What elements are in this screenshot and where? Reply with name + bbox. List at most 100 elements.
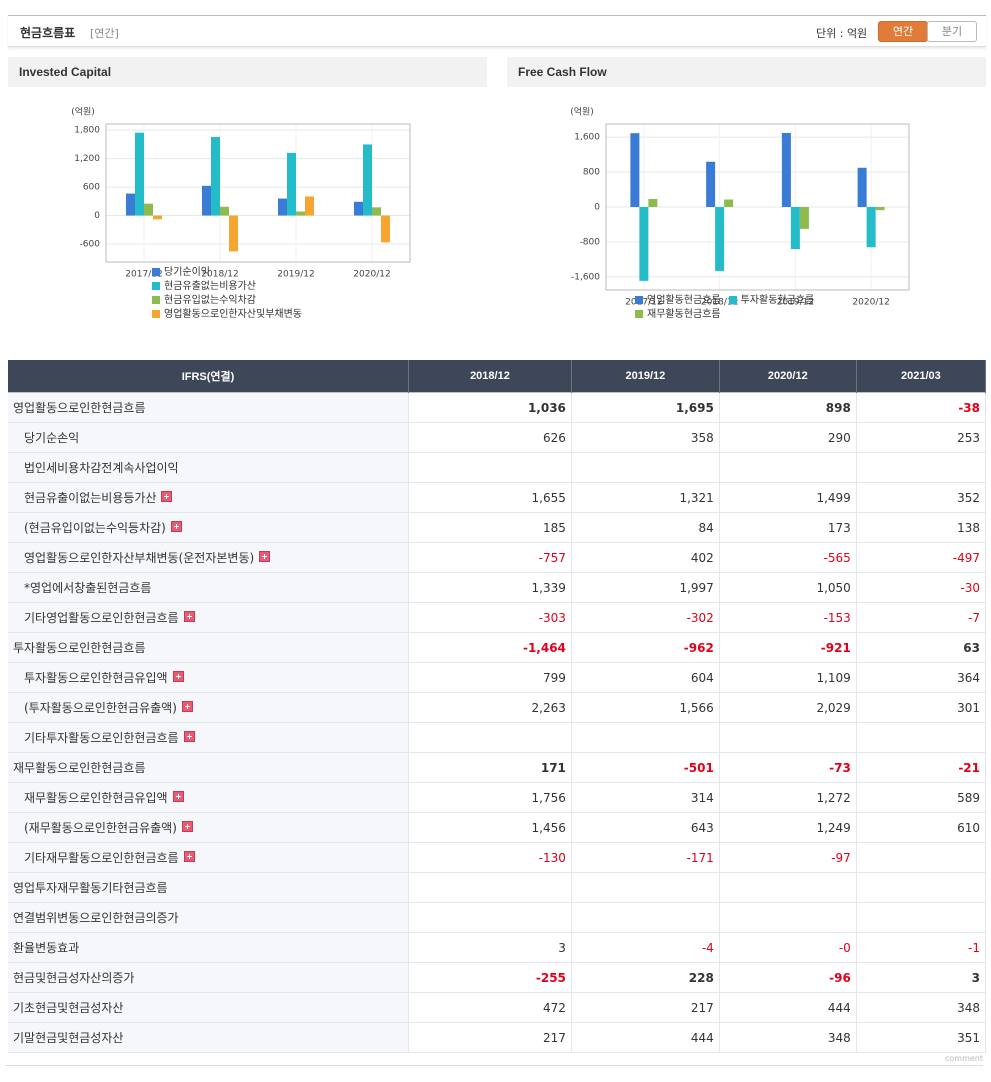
table-cell: 2,029 (719, 692, 857, 723)
row-label: 기초현금및현금성자산 (8, 992, 409, 1023)
table-row: 재무활동으로인한현금흐름 171 -501 -73 -21 (8, 752, 987, 783)
table-cell: 1,566 (571, 692, 720, 723)
row-label: 기말현금및현금성자산 (8, 1022, 409, 1053)
y-tick-label: 0 (94, 211, 100, 221)
table-cell (571, 872, 720, 903)
table-cell: 171 (408, 752, 572, 783)
chart-panel: Invested Capital -600 0 600 1,200 1,800 2017/… (8, 57, 487, 360)
row-label-text: 기타영업활동으로인한현금흐름 (24, 611, 179, 625)
column-header: 2020/12 (719, 360, 857, 393)
table-cell: -7 (856, 602, 987, 633)
table-cell: 217 (571, 992, 720, 1023)
legend-label: 투자활동현금흐름 (740, 295, 815, 306)
table-cell: -96 (719, 962, 857, 993)
bar (781, 132, 791, 207)
table-cell: 358 (571, 422, 720, 453)
table-cell: 444 (719, 992, 857, 1023)
column-header: 2021/03 (856, 360, 987, 393)
table-cell (571, 902, 720, 933)
bar (857, 167, 867, 207)
x-tick-label: 2020/12 (852, 298, 889, 308)
y-tick-label: -600 (80, 239, 101, 249)
table-row: 기타영업활동으로인한현금흐름 -303 -302 -153 -7 (8, 602, 987, 633)
expand-icon[interactable] (259, 551, 271, 562)
legend-item: 투자활동현금흐름 (728, 294, 815, 308)
y-tick-label: 600 (83, 183, 100, 193)
chart: -1,600 -800 0 800 1,600 2017/12 2018/12 2019/12… (570, 106, 910, 308)
bar (211, 137, 220, 216)
bar (305, 196, 314, 216)
legend-item: 현금유출없는비용가산 (152, 280, 364, 294)
y-tick-label: 1,800 (74, 126, 100, 136)
y-tick-label: -800 (580, 237, 601, 247)
expand-icon[interactable] (181, 701, 193, 712)
expand-icon[interactable] (181, 821, 193, 832)
row-label: 기타영업활동으로인한현금흐름 (8, 602, 409, 633)
table-cell: 1,321 (571, 482, 720, 513)
row-label: 기타투자활동으로인한현금흐름 (8, 722, 409, 753)
expand-icon[interactable] (170, 521, 182, 532)
bar (278, 198, 287, 216)
x-tick-label: 2017/12 (125, 270, 162, 280)
row-label-text: (재무활동으로인한현금유출액) (24, 821, 177, 835)
table-cell: 138 (856, 512, 987, 543)
chart-panel: Free Cash Flow -1,600 -800 0 800 1,600 2017/1… (507, 57, 986, 360)
row-label: 영업활동으로인한자산부채변동(운전자본변동) (8, 542, 409, 573)
page-title: 현금흐름표 (20, 26, 76, 40)
expand-icon[interactable] (183, 851, 195, 862)
table-cell: 589 (856, 782, 987, 813)
table-cell (719, 722, 857, 753)
table-cell: 626 (408, 422, 572, 453)
bar (715, 207, 725, 271)
comment-link[interactable]: comment (5, 1054, 983, 1066)
bar (866, 207, 876, 248)
expand-icon[interactable] (183, 731, 195, 742)
table-cell: -0 (719, 932, 857, 963)
table-cell: 301 (856, 692, 987, 723)
table-cell (856, 452, 987, 483)
legend: 영업활동현금흐름 투자활동현금흐름 재무활동현금흐름 (635, 294, 875, 322)
table-cell (571, 452, 720, 483)
row-label-text: 환율변동효과 (13, 941, 80, 955)
row-label-text: 영업투자재무활동기타현금흐름 (13, 881, 168, 895)
row-label: 재무활동으로인한현금유입액 (8, 782, 409, 813)
legend-swatch (635, 310, 643, 318)
column-header: 2019/12 (571, 360, 720, 393)
row-label-text: *영업에서창출된현금흐름 (24, 581, 152, 595)
row-label-text: (투자활동으로인한현금유출액) (24, 701, 177, 715)
table-cell: 63 (856, 632, 987, 663)
table-cell: 1,109 (719, 662, 857, 693)
table-row: 영업투자재무활동기타현금흐름 (8, 872, 987, 903)
table-cell: -130 (408, 842, 572, 873)
table-row: 기초현금및현금성자산 472 217 444 348 (8, 992, 987, 1023)
row-label: 영업투자재무활동기타현금흐름 (8, 872, 409, 903)
table-cell: 3 (408, 932, 572, 963)
table-cell: 364 (856, 662, 987, 693)
quarter-button[interactable]: 분기 (927, 21, 977, 42)
bar (144, 203, 153, 216)
expand-icon[interactable] (172, 791, 184, 802)
row-label: *영업에서창출된현금흐름 (8, 572, 409, 603)
legend-label: 당기순이익 (164, 267, 210, 278)
table-cell: 253 (856, 422, 987, 453)
row-label-text: 투자활동으로인한현금흐름 (13, 641, 146, 655)
bar (126, 193, 135, 216)
bar (153, 215, 162, 220)
table-cell: 1,756 (408, 782, 572, 813)
x-tick-label: 2020/12 (353, 270, 390, 280)
table-cell: 1,695 (571, 392, 720, 423)
expand-icon[interactable] (161, 491, 173, 502)
table-cell: 898 (719, 392, 857, 423)
row-label-text: 기타재무활동으로인한현금흐름 (24, 851, 179, 865)
y-axis-label: (억원) (71, 106, 95, 118)
expand-icon[interactable] (183, 611, 195, 622)
y-axis-label: (억원) (570, 106, 594, 118)
legend-item: 영업활동으로인한자산및부채변동 (152, 308, 364, 322)
annual-button[interactable]: 연간 (878, 21, 928, 42)
bar (220, 206, 229, 216)
table-row: 기타재무활동으로인한현금흐름 -130 -171 -97 (8, 842, 987, 873)
legend-item: 재무활동현금흐름 (635, 308, 721, 322)
expand-icon[interactable] (172, 671, 184, 682)
table-cell: 444 (571, 1022, 720, 1053)
table-cell (408, 872, 572, 903)
